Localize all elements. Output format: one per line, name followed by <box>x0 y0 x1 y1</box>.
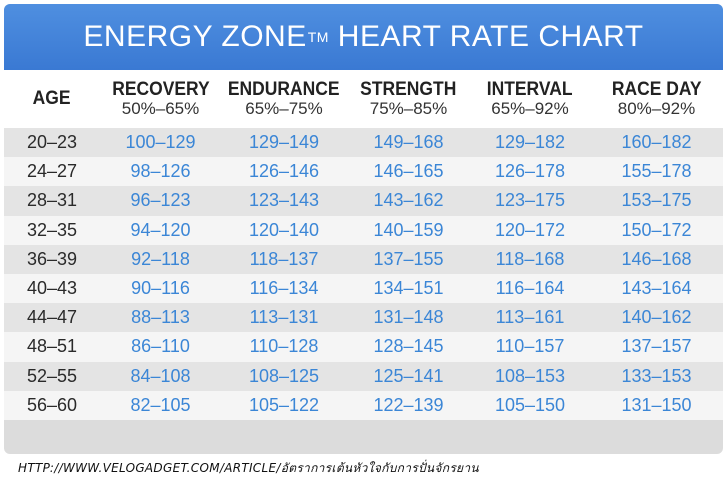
table-row: 24–27 98–126 126–146 146–165 126–178 155… <box>4 157 723 187</box>
column-name: RACE DAY <box>611 79 702 101</box>
recovery-cell: 100–129 <box>125 132 196 153</box>
age-cell: 28–31 <box>26 190 78 211</box>
column-header-recovery: RECOVERY 50%–65% <box>100 70 221 128</box>
table-row: 52–55 84–108 108–125 125–141 108–153 133… <box>4 361 723 391</box>
column-range: 50%–65% <box>121 99 200 119</box>
interval-cell: 108–153 <box>494 365 566 386</box>
table-row: 36–39 92–118 118–137 137–155 118–168 146… <box>4 244 723 274</box>
source-url: HTTP://WWW.VELOGADGET.COM/ARTICLE/อัตราก… <box>18 461 479 475</box>
endurance-cell: 120–140 <box>248 219 320 240</box>
endurance-cell: 123–143 <box>248 190 320 211</box>
recovery-cell: 94–120 <box>130 219 191 240</box>
chart-title-suffix: HEART RATE CHART <box>328 20 644 53</box>
strength-cell: 143–162 <box>373 190 444 211</box>
interval-cell: 110–157 <box>495 336 565 357</box>
race-day-cell: 137–157 <box>621 336 692 357</box>
age-cell: 24–27 <box>26 161 78 182</box>
race-day-cell: 131–150 <box>621 394 692 415</box>
recovery-cell: 88–113 <box>131 307 190 328</box>
endurance-cell: 105–122 <box>248 394 320 415</box>
column-name: INTERVAL <box>487 79 573 101</box>
race-day-cell: 155–178 <box>621 161 692 182</box>
interval-cell: 126–178 <box>494 161 566 182</box>
endurance-cell: 129–149 <box>248 132 320 153</box>
column-range: 75%–85% <box>369 99 448 119</box>
race-day-cell: 160–182 <box>621 132 692 153</box>
race-day-cell: 153–175 <box>621 190 692 211</box>
strength-cell: 134–151 <box>373 278 444 299</box>
strength-cell: 131–148 <box>373 307 444 328</box>
column-header-interval: INTERVAL 65%–92% <box>470 70 590 128</box>
column-header-strength: STRENGTH 75%–85% <box>347 70 470 128</box>
chart-title: ENERGY ZONE TM HEART RATE CHART <box>4 4 723 70</box>
column-header-race-day: RACE DAY 80%–92% <box>590 70 723 128</box>
endurance-cell: 108–125 <box>248 365 320 386</box>
table-row: 20–23 100–129 129–149 149–168 129–182 16… <box>4 128 723 158</box>
strength-cell: 125–141 <box>373 365 444 386</box>
table-row: 48–51 86–110 110–128 128–145 110–157 137… <box>4 332 723 362</box>
strength-cell: 122–139 <box>373 394 444 415</box>
race-day-cell: 150–172 <box>621 219 692 240</box>
race-day-cell: 143–164 <box>621 278 692 299</box>
age-cell: 48–51 <box>26 336 78 357</box>
endurance-cell: 118–137 <box>249 248 319 269</box>
column-name: ENDURANCE <box>228 79 340 101</box>
heart-rate-chart: ENERGY ZONE TM HEART RATE CHART AGE RECOV… <box>4 4 723 454</box>
table-body: 20–23 100–129 129–149 149–168 129–182 16… <box>4 128 723 420</box>
interval-cell: 123–175 <box>494 190 566 211</box>
strength-cell: 140–159 <box>373 219 444 240</box>
strength-cell: 146–165 <box>373 161 444 182</box>
column-range: 65%–92% <box>491 99 569 119</box>
recovery-cell: 86–110 <box>131 336 190 357</box>
interval-cell: 120–172 <box>494 219 566 240</box>
table-row: 40–43 90–116 116–134 134–151 116–164 143… <box>4 273 723 304</box>
table-row: 56–60 82–105 105–122 122–139 105–150 131… <box>4 390 723 420</box>
recovery-cell: 92–118 <box>131 248 190 269</box>
recovery-cell: 82–105 <box>130 394 191 415</box>
age-cell: 40–43 <box>26 278 78 299</box>
endurance-cell: 116–134 <box>249 278 319 299</box>
race-day-cell: 140–162 <box>621 307 692 328</box>
column-name: AGE <box>33 88 71 110</box>
column-range: 65%–75% <box>245 99 323 119</box>
recovery-cell: 90–116 <box>131 278 190 299</box>
strength-cell: 137–155 <box>373 248 444 269</box>
strength-cell: 149–168 <box>373 132 444 153</box>
age-cell: 32–35 <box>26 219 78 240</box>
chart-title-text: ENERGY ZONE <box>83 20 307 53</box>
age-cell: 20–23 <box>26 132 78 153</box>
column-range: 80%–92% <box>617 99 696 119</box>
table-row: 44–47 88–113 113–131 131–148 113–161 140… <box>4 303 723 333</box>
endurance-cell: 113–131 <box>249 307 319 328</box>
interval-cell: 113–161 <box>495 307 565 328</box>
recovery-cell: 96–123 <box>130 190 191 211</box>
interval-cell: 129–182 <box>494 132 566 153</box>
column-header-age: AGE <box>4 70 100 128</box>
column-name: RECOVERY <box>111 79 210 101</box>
race-day-cell: 133–153 <box>621 365 692 386</box>
trademark-symbol: TM <box>307 29 329 45</box>
recovery-cell: 98–126 <box>130 161 191 182</box>
age-cell: 36–39 <box>26 248 78 269</box>
table-row: 28–31 96–123 123–143 143–162 123–175 153… <box>4 186 723 216</box>
interval-cell: 118–168 <box>495 248 565 269</box>
column-header-endurance: ENDURANCE 65%–75% <box>221 70 347 128</box>
interval-cell: 105–150 <box>494 394 566 415</box>
strength-cell: 128–145 <box>373 336 444 357</box>
race-day-cell: 146–168 <box>621 248 692 269</box>
interval-cell: 116–164 <box>495 278 565 299</box>
endurance-cell: 126–146 <box>248 161 320 182</box>
endurance-cell: 110–128 <box>249 336 319 357</box>
column-header-row: AGE RECOVERY 50%–65% ENDURANCE 65%–75% S… <box>4 70 723 128</box>
age-cell: 52–55 <box>26 365 78 386</box>
age-cell: 56–60 <box>26 394 78 415</box>
age-cell: 44–47 <box>26 307 78 328</box>
recovery-cell: 84–108 <box>130 365 191 386</box>
table-row: 32–35 94–120 120–140 140–159 120–172 150… <box>4 215 723 245</box>
column-name: STRENGTH <box>360 79 457 101</box>
